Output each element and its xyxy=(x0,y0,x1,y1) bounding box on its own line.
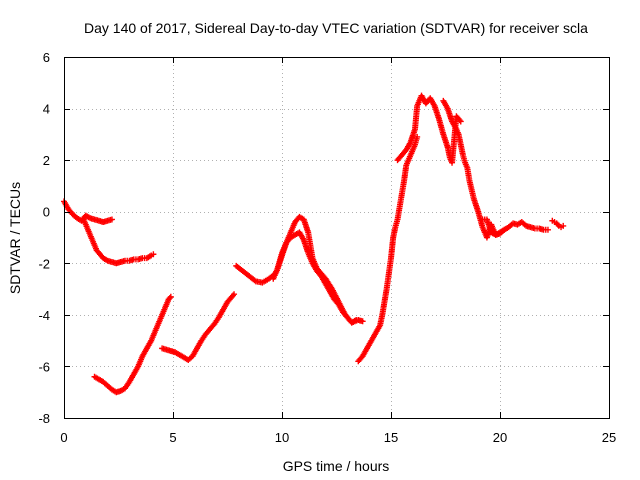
axis-ticks: 0 5 10 15 20 25 -8 -6 -4 -2 0 2 4 6 xyxy=(38,50,616,445)
data-series-seg-g xyxy=(355,133,421,365)
data-point-marker xyxy=(359,318,366,325)
data-series-seg-j xyxy=(479,216,508,238)
data-series-seg-h xyxy=(394,92,464,166)
data-series-seg-a xyxy=(61,198,115,226)
x-tick-label: 5 xyxy=(169,430,176,445)
data-point-marker xyxy=(544,226,551,233)
chart-title: Day 140 of 2017, Sidereal Day-to-day VTE… xyxy=(84,20,588,36)
data-point-marker xyxy=(166,295,173,302)
data-point-marker xyxy=(457,118,464,125)
data-series-seg-f xyxy=(270,229,360,326)
data-point-marker xyxy=(167,293,174,300)
data-points xyxy=(61,92,567,396)
x-axis-label: GPS time / hours xyxy=(283,458,390,474)
y-tick-label: 6 xyxy=(43,50,50,65)
y-tick-label: 2 xyxy=(43,153,50,168)
y-tick-label: -4 xyxy=(38,308,50,323)
data-point-marker xyxy=(353,317,360,324)
data-series-seg-d xyxy=(159,291,238,363)
data-series-seg-i xyxy=(440,97,551,241)
data-point-marker xyxy=(108,216,115,223)
x-tick-label: 15 xyxy=(384,430,398,445)
y-tick-label: -2 xyxy=(38,256,50,271)
y-tick-label: -6 xyxy=(38,359,50,374)
plot-frame xyxy=(64,57,610,419)
y-tick-label: 0 xyxy=(43,205,50,220)
x-tick-label: 0 xyxy=(60,430,67,445)
data-point-marker xyxy=(231,291,238,298)
data-point-marker xyxy=(456,117,463,124)
data-point-marker xyxy=(501,226,508,233)
data-point-marker xyxy=(554,221,561,228)
data-series-seg-c xyxy=(91,293,174,396)
x-tick-label: 25 xyxy=(602,430,616,445)
data-point-marker xyxy=(150,251,157,258)
x-tick-label: 20 xyxy=(493,430,507,445)
y-tick-label: -8 xyxy=(38,411,50,426)
data-series-seg-b xyxy=(80,216,157,267)
grid-lines xyxy=(64,57,609,418)
y-tick-label: 4 xyxy=(43,102,50,117)
y-axis-label: SDTVAR / TECUs xyxy=(7,182,23,294)
data-series-seg-k xyxy=(549,217,567,231)
data-point-marker xyxy=(229,292,236,299)
data-point-marker xyxy=(560,222,567,229)
x-tick-label: 10 xyxy=(275,430,289,445)
